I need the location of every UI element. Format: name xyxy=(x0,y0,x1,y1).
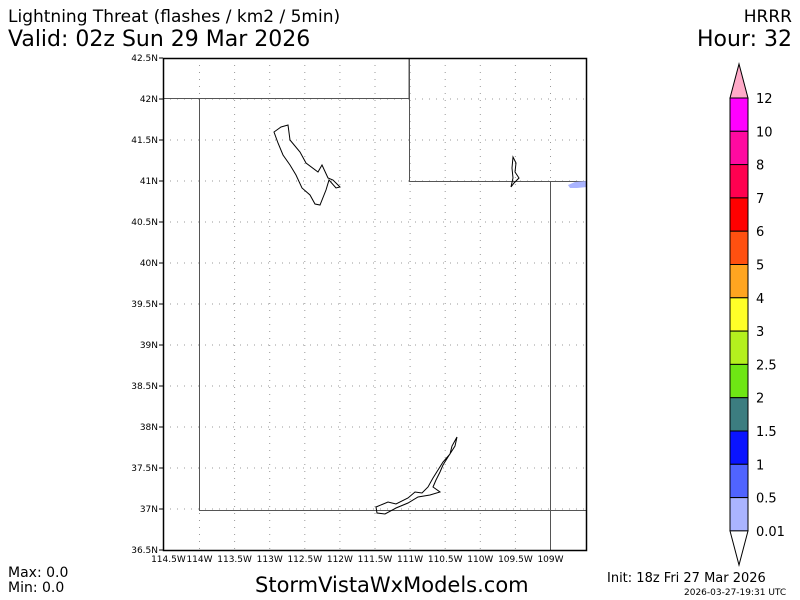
axis-labels: 42.5N 42N 41.5N 41N 40.5N 40N 39.5N 39N 38.5N 38N… xyxy=(131,54,563,565)
great-salt-lake xyxy=(273,124,341,206)
lat-label: 37.5N xyxy=(131,464,158,474)
colorbar-label: 7 xyxy=(756,192,764,207)
state-borders xyxy=(163,58,587,550)
product-title: Lightning Threat (flashes / km2 / 5min) xyxy=(8,7,341,27)
colorbar-swatch xyxy=(729,397,749,432)
min-value: Min: 0.0 xyxy=(8,580,65,596)
colorbar-label: 5 xyxy=(756,259,764,274)
lat-label: 42.5N xyxy=(131,54,158,64)
colorbar-label: 10 xyxy=(756,125,773,140)
colorbar-label: 0.5 xyxy=(756,492,777,507)
colorbar-top-arrow xyxy=(729,62,749,99)
precip-blob xyxy=(568,181,587,188)
colorbar-swatch xyxy=(729,363,749,399)
colorbar-label: 1.5 xyxy=(756,425,777,440)
lat-label: 40N xyxy=(140,259,158,269)
lon-label: 113.5W xyxy=(217,555,252,565)
colorbar-swatch xyxy=(729,463,749,499)
map-frame xyxy=(162,57,588,552)
lon-label: 114W xyxy=(186,555,212,565)
lat-label: 36.5N xyxy=(131,546,158,556)
graticule xyxy=(163,58,587,550)
colorbar-swatch xyxy=(729,97,749,132)
colorbar-swatch xyxy=(729,197,749,232)
colorbar-swatch xyxy=(729,130,749,166)
colorbar-label: 1 xyxy=(756,458,764,473)
colorbar-bottom-arrow xyxy=(729,530,749,567)
colorbar-label: 2 xyxy=(756,392,764,407)
colorbar-label: 0.01 xyxy=(756,525,785,540)
colorbar-swatch xyxy=(729,330,749,365)
lat-label: 38N xyxy=(140,423,158,433)
colorbar-swatch xyxy=(729,164,749,199)
lat-label: 41.5N xyxy=(131,136,158,146)
lon-label: 109W xyxy=(537,555,563,565)
colorbar-label: 12 xyxy=(756,92,773,107)
colorbar-swatch xyxy=(729,430,749,465)
lon-label: 112.5W xyxy=(287,555,322,565)
init-time: Init: 18z Fri 27 Mar 2026 xyxy=(607,571,766,586)
lon-label: 112W xyxy=(327,555,353,565)
lat-label: 39N xyxy=(140,341,158,351)
forecast-hour: Hour: 32 xyxy=(696,27,792,52)
flaming-gorge xyxy=(510,155,520,188)
lat-label: 39.5N xyxy=(131,300,158,310)
colorbar-swatch xyxy=(729,297,749,332)
lon-label: 110.5W xyxy=(428,555,463,565)
lat-label: 37N xyxy=(140,505,158,515)
lon-label: 111W xyxy=(397,555,423,565)
lat-label: 38.5N xyxy=(131,382,158,392)
colorbar-swatch xyxy=(729,264,749,299)
generated-timestamp: 2026-03-27-19:31 UTC xyxy=(684,588,787,598)
lon-label: 111.5W xyxy=(358,555,393,565)
colorbar-swatch xyxy=(729,230,749,265)
colorbar-label: 6 xyxy=(756,225,764,240)
model-name: HRRR xyxy=(743,7,792,27)
colorbar-label: 3 xyxy=(756,325,764,340)
lon-label: 110W xyxy=(467,555,493,565)
max-value: Max: 0.0 xyxy=(8,565,69,581)
site-watermark[interactable]: StormVistaWxModels.com xyxy=(255,573,529,597)
lakes xyxy=(273,124,520,515)
lat-label: 41N xyxy=(140,177,158,187)
colorbar-label: 2.5 xyxy=(756,358,777,373)
lat-label: 40.5N xyxy=(131,218,158,228)
lat-label: 42N xyxy=(140,95,158,105)
valid-time: Valid: 02z Sun 29 Mar 2026 xyxy=(8,27,311,52)
colorbar-label: 8 xyxy=(756,159,764,174)
lake-powell xyxy=(375,436,458,515)
colorbar: 12 10 8 7 6 5 4 3 2.5 2 1.5 1 0.5 0.01 xyxy=(729,62,785,567)
colorbar-label: 4 xyxy=(756,292,764,307)
colorbar-swatch xyxy=(729,497,749,532)
lon-label: 114.5W xyxy=(151,555,186,565)
lon-label: 113W xyxy=(257,555,283,565)
lon-label: 109.5W xyxy=(498,555,533,565)
